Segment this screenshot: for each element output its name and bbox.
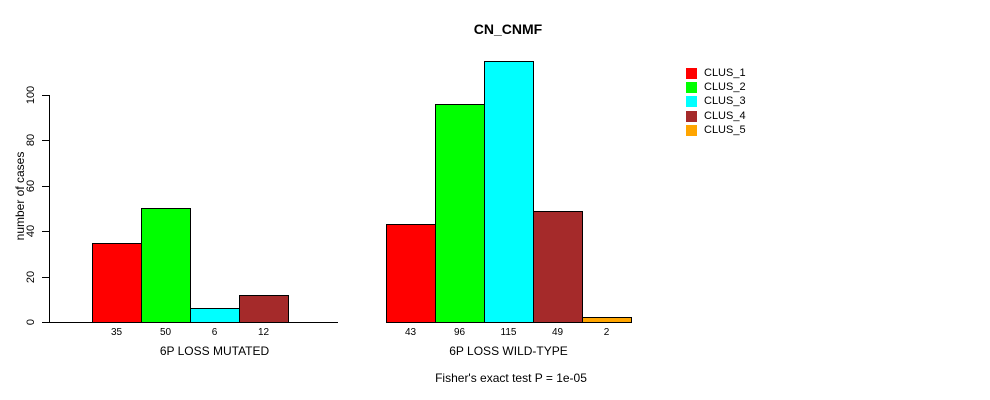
y-tick-label: 80 bbox=[25, 133, 37, 147]
bar-value-label: 6 bbox=[211, 327, 218, 338]
bar bbox=[92, 243, 142, 323]
group-label: 6P LOSS WILD-TYPE bbox=[449, 344, 568, 358]
y-tick bbox=[42, 277, 49, 278]
annotation-text: Fisher's exact test P = 1e-05 bbox=[435, 371, 587, 385]
bar bbox=[141, 208, 191, 323]
bar bbox=[190, 308, 240, 323]
legend-item: CLUS_3 bbox=[686, 95, 746, 109]
bar-value-label: 2 bbox=[603, 327, 610, 338]
legend-swatch bbox=[686, 125, 697, 137]
bar bbox=[386, 224, 436, 323]
y-tick bbox=[42, 231, 49, 232]
y-tick bbox=[42, 186, 49, 187]
y-tick bbox=[42, 140, 49, 141]
y-tick-label: 40 bbox=[25, 224, 37, 238]
legend-item: CLUS_4 bbox=[686, 109, 746, 123]
bar-value-label: 12 bbox=[257, 327, 270, 338]
legend-swatch bbox=[686, 82, 697, 94]
legend: CLUS_1 CLUS_2 CLUS_3 CLUS_4 CLUS_5 bbox=[686, 66, 746, 138]
y-tick-label: 60 bbox=[25, 179, 37, 193]
legend-label: CLUS_4 bbox=[704, 109, 746, 122]
y-tick-label: 20 bbox=[25, 270, 37, 284]
y-axis-line bbox=[49, 95, 50, 323]
bar-value-label: 50 bbox=[159, 327, 172, 338]
bar-value-label: 115 bbox=[500, 327, 517, 338]
legend-swatch bbox=[686, 67, 697, 79]
bar-value-label: 35 bbox=[110, 327, 123, 338]
legend-swatch bbox=[686, 110, 697, 122]
legend-label: CLUS_5 bbox=[704, 124, 746, 137]
y-tick bbox=[42, 322, 49, 323]
legend-label: CLUS_1 bbox=[704, 66, 746, 79]
y-tick-label: 100 bbox=[25, 85, 37, 105]
legend-item: CLUS_1 bbox=[686, 66, 746, 80]
bar bbox=[582, 317, 632, 323]
legend-item: CLUS_5 bbox=[686, 124, 746, 138]
bar bbox=[484, 61, 534, 323]
bar-value-label: 49 bbox=[551, 327, 564, 338]
group-label: 6P LOSS MUTATED bbox=[159, 344, 270, 358]
y-tick-label: 0 bbox=[25, 318, 37, 326]
bar-value-label: 96 bbox=[453, 327, 466, 338]
legend-label: CLUS_3 bbox=[704, 95, 746, 108]
bar-value-label: 43 bbox=[404, 327, 417, 338]
y-tick bbox=[42, 95, 49, 96]
bar bbox=[239, 295, 289, 323]
legend-label: CLUS_2 bbox=[704, 81, 746, 94]
legend-swatch bbox=[686, 96, 697, 108]
bar bbox=[435, 104, 485, 323]
chart-title: CN_CNMF bbox=[473, 21, 543, 37]
bar bbox=[533, 211, 583, 323]
legend-item: CLUS_2 bbox=[686, 80, 746, 94]
